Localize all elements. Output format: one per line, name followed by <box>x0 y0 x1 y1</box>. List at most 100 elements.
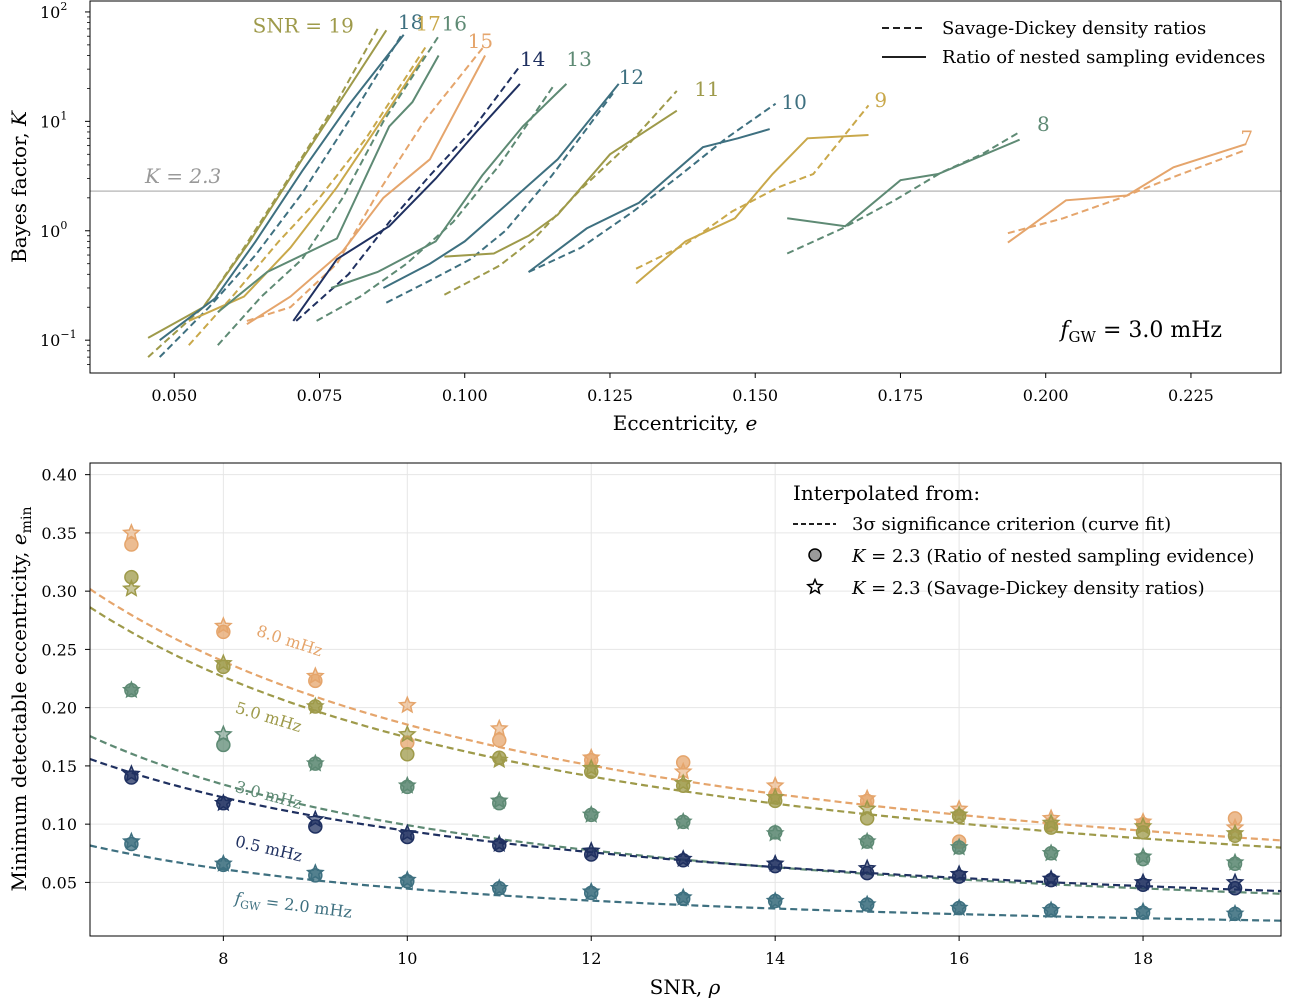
snr-label-11: 11 <box>694 77 719 101</box>
bayes-dashed-snr-17 <box>188 44 428 346</box>
bottom-xtick-label: 10 <box>397 949 417 968</box>
savage-dickey-marker <box>213 853 233 872</box>
top-xtick-label: 0.050 <box>151 386 197 405</box>
bayes-solid-snr-14 <box>292 83 521 322</box>
top-xtick-label: 0.175 <box>878 386 924 405</box>
nested-marker <box>492 733 507 748</box>
savage-dickey-marker <box>1225 823 1245 842</box>
top-legend: Savage-Dickey density ratios Ratio of ne… <box>882 18 1265 68</box>
bayes-solid-snr-7 <box>1007 143 1247 244</box>
snr-label-15: 15 <box>468 29 493 53</box>
savage-dickey-marker <box>949 898 969 917</box>
savage-dickey-marker <box>397 695 417 714</box>
fit-curve-label-4: fGW = 2.0 mHz <box>233 888 353 924</box>
bottom-markers <box>121 522 1245 922</box>
bottom-ytick-label: 0.10 <box>41 815 77 834</box>
bayes-solid-snr-18 <box>159 34 405 341</box>
nested-marker <box>124 537 139 552</box>
bottom-ytick-label: 0.25 <box>41 640 77 659</box>
bayes-dashed-snr-11 <box>443 90 678 296</box>
snr-label-10: 10 <box>781 90 806 114</box>
savage-dickey-marker <box>121 764 141 783</box>
legend-entry-nested-sampling: Ratio of nested sampling evidences <box>942 47 1265 68</box>
savage-dickey-marker <box>489 718 509 737</box>
k-threshold-label: K = 2.3 <box>144 164 221 188</box>
savage-dickey-marker <box>765 823 785 842</box>
top-ytick-label: 102 <box>40 0 67 22</box>
top-ylabel: Bayes factor, K <box>7 110 31 263</box>
bottom-xlabel: SNR, ρ <box>650 975 721 999</box>
savage-dickey-marker <box>673 811 693 830</box>
savage-dickey-marker <box>489 878 509 897</box>
bayes-dashed-snr-8 <box>786 131 1021 255</box>
bayes-dashed-snr-12 <box>385 92 614 304</box>
savage-dickey-marker <box>673 887 693 906</box>
savage-dickey-marker <box>1041 868 1061 887</box>
bottom-xtick-label: 16 <box>949 949 969 968</box>
bottom-plot-frame <box>89 462 1282 937</box>
bottom-ytick-label: 0.40 <box>41 466 77 485</box>
top-ytick-label: 100 <box>40 219 67 241</box>
savage-dickey-marker <box>121 831 141 850</box>
legend-entry-savage: K = 2.3 (Savage-Dickey density ratios) <box>851 578 1205 599</box>
bayes-dashed-snr-13 <box>316 83 556 322</box>
top-xtick-label: 0.150 <box>732 386 778 405</box>
savage-dickey-marker <box>1041 813 1061 832</box>
savage-dickey-marker <box>765 787 785 806</box>
savage-dickey-marker <box>121 522 141 541</box>
savage-dickey-marker <box>581 881 601 900</box>
savage-dickey-marker <box>857 894 877 913</box>
bottom-ytick-label: 0.05 <box>41 873 77 892</box>
snr-label-12: 12 <box>619 65 644 89</box>
snr-label-7: 7 <box>1240 126 1253 150</box>
savage-dickey-marker <box>1133 901 1153 920</box>
savage-dickey-marker <box>673 773 693 792</box>
top-ytick-label: 10−1 <box>40 328 77 350</box>
legend-star-swatch <box>806 577 824 595</box>
nested-marker <box>400 747 415 762</box>
bottom-xtick-label: 12 <box>581 949 601 968</box>
savage-dickey-marker <box>765 853 785 872</box>
snr-label-17: 17 <box>415 11 440 35</box>
savage-dickey-marker <box>213 616 233 635</box>
savage-dickey-marker <box>857 799 877 818</box>
bayes-dashed-snr-14 <box>295 65 521 322</box>
bottom-xtick-label: 8 <box>218 949 228 968</box>
bayes-solid-snr-10 <box>527 128 770 273</box>
savage-dickey-marker <box>581 758 601 777</box>
snr-label-19: SNR = 19 <box>253 13 354 37</box>
bayes-solid-snr-13 <box>330 83 568 289</box>
savage-dickey-marker <box>581 840 601 860</box>
top-xtick-label: 0.200 <box>1023 386 1069 405</box>
snr-label-8: 8 <box>1037 112 1050 136</box>
fit-curve-label-2: 3.0 mHz <box>233 777 304 813</box>
fit-curve-label-0: 8.0 mHz <box>254 621 325 660</box>
savage-dickey-marker <box>121 680 141 699</box>
savage-dickey-marker <box>213 793 233 812</box>
bayes-solid-snr-11 <box>444 109 678 258</box>
savage-dickey-marker <box>857 858 877 877</box>
savage-dickey-marker <box>397 724 417 743</box>
snr-label-16: 16 <box>441 11 466 35</box>
legend-entry-nested: K = 2.3 (Ratio of nested sampling eviden… <box>851 546 1254 567</box>
bottom-ytick-label: 0.30 <box>41 582 77 601</box>
savage-dickey-marker <box>305 753 325 772</box>
bayes-solid-snr-16 <box>217 55 440 313</box>
snr-label-9: 9 <box>874 88 887 112</box>
bayes-dashed-snr-19 <box>147 28 379 358</box>
savage-dickey-marker <box>1225 852 1245 871</box>
top-ytick-label: 101 <box>40 109 67 131</box>
top-xtick-label: 0.075 <box>297 386 343 405</box>
snr-label-13: 13 <box>566 47 591 71</box>
savage-dickey-marker <box>1041 900 1061 919</box>
top-reference-layer: K = 2.3 <box>90 164 1281 192</box>
bayes-dashed-snr-16 <box>217 35 440 346</box>
savage-dickey-marker <box>305 863 325 882</box>
savage-dickey-marker <box>1041 843 1061 862</box>
savage-dickey-marker <box>581 804 601 823</box>
savage-dickey-marker <box>949 837 969 856</box>
savage-dickey-marker <box>1225 903 1245 922</box>
